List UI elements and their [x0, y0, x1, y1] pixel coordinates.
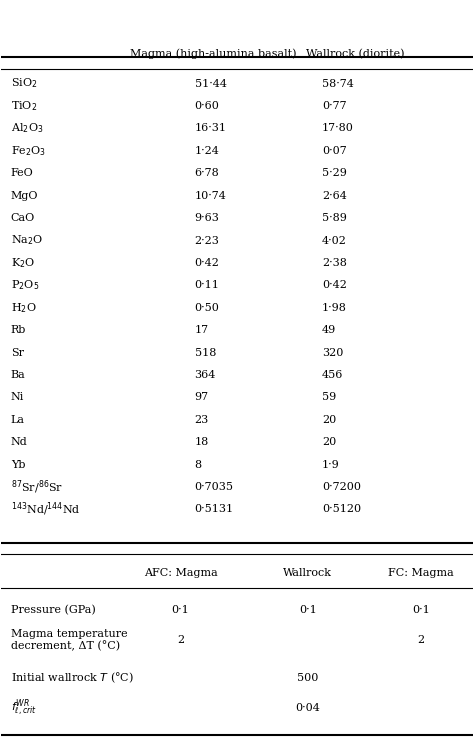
Text: 0·7035: 0·7035: [195, 482, 234, 492]
Text: 456: 456: [322, 370, 343, 380]
Text: Magma (high-alumina basalt): Magma (high-alumina basalt): [130, 49, 297, 59]
Text: 20: 20: [322, 437, 336, 447]
Text: 4·02: 4·02: [322, 236, 346, 245]
Text: 0·60: 0·60: [195, 101, 219, 111]
Text: 0·77: 0·77: [322, 101, 346, 111]
Text: Yb: Yb: [11, 460, 25, 470]
Text: Initial wallrock $T$ (°C): Initial wallrock $T$ (°C): [11, 670, 134, 685]
Text: La: La: [11, 415, 25, 424]
Text: 1·24: 1·24: [195, 146, 219, 156]
Text: FC: Magma: FC: Magma: [388, 568, 454, 578]
Text: 5·29: 5·29: [322, 168, 346, 178]
Text: 0·11: 0·11: [195, 280, 219, 290]
Text: 0·1: 0·1: [412, 605, 429, 615]
Text: 0·42: 0·42: [322, 280, 346, 290]
Text: 17·80: 17·80: [322, 124, 354, 134]
Text: Na$_2$O: Na$_2$O: [11, 233, 43, 248]
Text: Pressure (GPa): Pressure (GPa): [11, 605, 96, 616]
Text: TiO$_2$: TiO$_2$: [11, 99, 37, 113]
Text: 49: 49: [322, 326, 336, 335]
Text: AFC: Magma: AFC: Magma: [144, 568, 217, 578]
Text: 0·7200: 0·7200: [322, 482, 361, 492]
Text: 0·42: 0·42: [195, 258, 219, 268]
Text: 51·44: 51·44: [195, 79, 227, 88]
Text: $f^{WR}_{\ell,crit}$: $f^{WR}_{\ell,crit}$: [11, 697, 37, 718]
Text: FeO: FeO: [11, 168, 34, 178]
Text: Nd: Nd: [11, 437, 27, 447]
Text: Fe$_2$O$_3$: Fe$_2$O$_3$: [11, 144, 46, 158]
Text: 9·63: 9·63: [195, 213, 219, 223]
Text: 59: 59: [322, 392, 336, 403]
Text: Ni: Ni: [11, 392, 24, 403]
Text: 518: 518: [195, 347, 216, 358]
Text: SiO$_2$: SiO$_2$: [11, 76, 37, 91]
Text: 2·38: 2·38: [322, 258, 346, 268]
Text: $^{143}$Nd/$^{144}$Nd: $^{143}$Nd/$^{144}$Nd: [11, 501, 81, 518]
Text: Sr: Sr: [11, 347, 24, 358]
Text: CaO: CaO: [11, 213, 35, 223]
Text: 20: 20: [322, 415, 336, 424]
Text: 6·78: 6·78: [195, 168, 219, 178]
Text: 320: 320: [322, 347, 343, 358]
Text: Al$_2$O$_3$: Al$_2$O$_3$: [11, 122, 43, 135]
Text: Wallrock: Wallrock: [283, 568, 332, 578]
Text: 364: 364: [195, 370, 216, 380]
Text: 23: 23: [195, 415, 209, 424]
Text: Magma temperature
decrement, ΔT (°C): Magma temperature decrement, ΔT (°C): [11, 629, 128, 652]
Text: Rb: Rb: [11, 326, 26, 335]
Text: 8: 8: [195, 460, 202, 470]
Text: 2·64: 2·64: [322, 190, 346, 201]
Text: 58·74: 58·74: [322, 79, 354, 88]
Text: 0·1: 0·1: [299, 605, 317, 615]
Text: $^{87}$Sr/$^{86}$Sr: $^{87}$Sr/$^{86}$Sr: [11, 478, 63, 496]
Text: 0·04: 0·04: [295, 703, 320, 712]
Text: MgO: MgO: [11, 190, 38, 201]
Text: 10·74: 10·74: [195, 190, 227, 201]
Text: 500: 500: [297, 673, 319, 682]
Text: Ba: Ba: [11, 370, 26, 380]
Text: H$_2$O: H$_2$O: [11, 301, 36, 315]
Text: 1·9: 1·9: [322, 460, 339, 470]
Text: 97: 97: [195, 392, 209, 403]
Text: 0·5131: 0·5131: [195, 505, 234, 515]
Text: 17: 17: [195, 326, 209, 335]
Text: 0·1: 0·1: [172, 605, 189, 615]
Text: 2: 2: [177, 635, 184, 645]
Text: 0·50: 0·50: [195, 303, 219, 313]
Text: 0·5120: 0·5120: [322, 505, 361, 515]
Text: Wallrock (diorite): Wallrock (diorite): [306, 49, 404, 58]
Text: 2: 2: [417, 635, 424, 645]
Text: 1·98: 1·98: [322, 303, 346, 313]
Text: 5·89: 5·89: [322, 213, 346, 223]
Text: K$_2$O: K$_2$O: [11, 256, 35, 270]
Text: P$_2$O$_5$: P$_2$O$_5$: [11, 278, 39, 292]
Text: 16·31: 16·31: [195, 124, 227, 134]
Text: 0·07: 0·07: [322, 146, 346, 156]
Text: 2·23: 2·23: [195, 236, 219, 245]
Text: 18: 18: [195, 437, 209, 447]
